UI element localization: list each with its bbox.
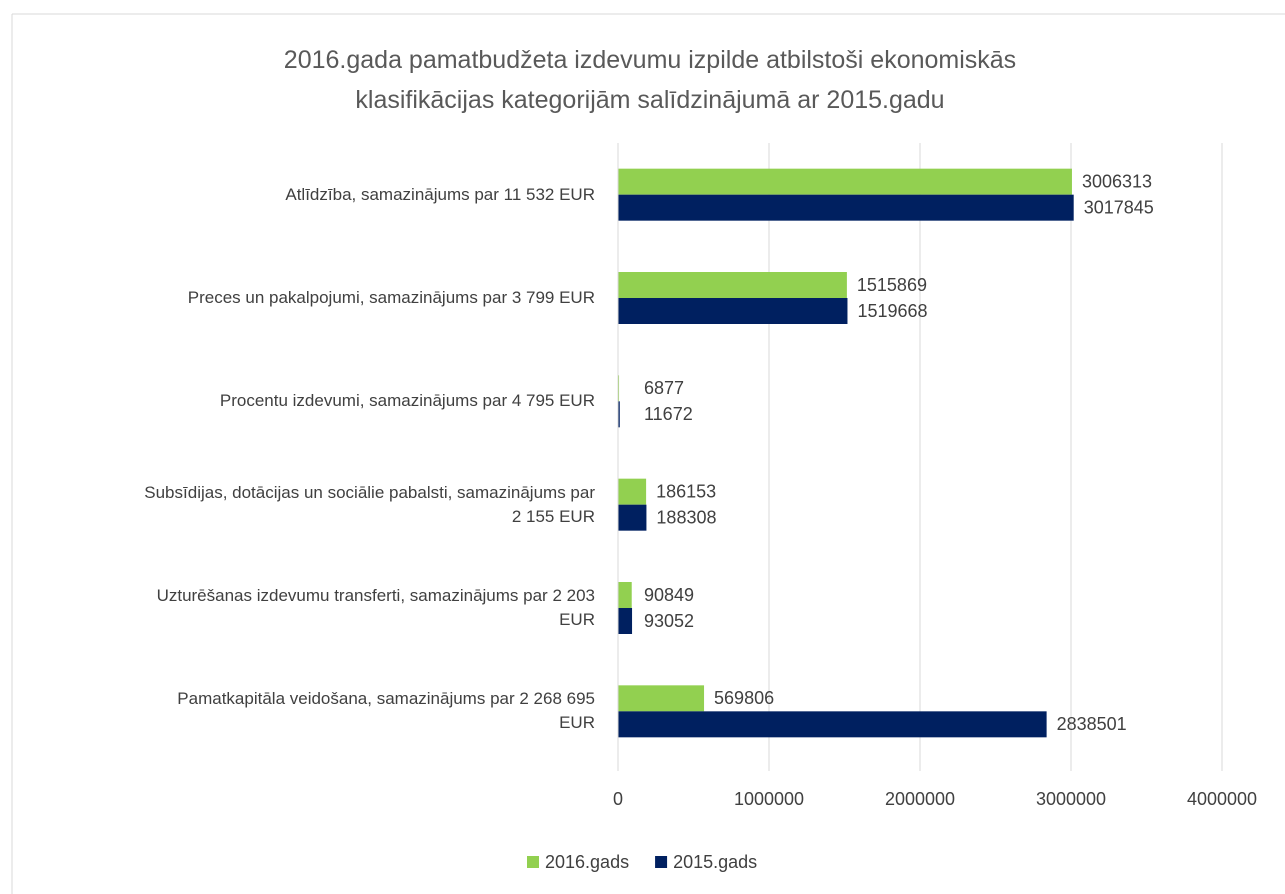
value-label: 186153 (656, 481, 716, 501)
legend-swatch (655, 856, 668, 868)
value-label: 90849 (644, 585, 694, 605)
value-label: 93052 (644, 611, 694, 631)
bar (618, 608, 633, 634)
value-label: 569806 (714, 688, 774, 708)
bar (618, 478, 647, 505)
value-label: 2838501 (1057, 714, 1127, 734)
bar (618, 272, 847, 298)
bar (618, 168, 1072, 195)
category-label: Pamatkapitāla veidošana, samazinājums pa… (177, 689, 595, 733)
x-tick-label: 2000000 (885, 789, 955, 809)
bar (618, 298, 848, 324)
x-tick-label: 3000000 (1036, 789, 1106, 809)
bar (618, 504, 647, 531)
value-label: 3006313 (1082, 171, 1152, 191)
value-label: 3017845 (1084, 197, 1154, 217)
category-label: Uzturēšanas izdevumu transferti, samazin… (156, 586, 595, 629)
legend-label: 2015.gads (673, 852, 757, 872)
value-label: 1515869 (857, 275, 927, 295)
x-tick-label: 4000000 (1187, 789, 1257, 809)
category-label: Preces un pakalpojumi, samazinājums par … (187, 288, 595, 307)
value-label: 11672 (644, 404, 693, 424)
bar (618, 401, 620, 428)
category-label: Atlīdzība, samazinājums par 11 532 EUR (285, 184, 595, 204)
chart-title: 2016.gada pamatbudžeta izdevumu izpilde … (283, 46, 1017, 114)
bar (618, 711, 1047, 738)
bar (618, 375, 620, 402)
bar (618, 685, 705, 712)
legend-swatch (527, 856, 539, 868)
x-tick-label: 0 (613, 789, 623, 809)
value-label: 6877 (644, 378, 684, 398)
category-label: Procentu izdevumi, samazinājums par 4 79… (219, 391, 595, 411)
bar (618, 194, 1074, 221)
x-tick-label: 1000000 (734, 789, 804, 809)
value-label: 188308 (656, 507, 716, 527)
value-label: 1519668 (857, 301, 927, 321)
category-label: Subsīdijas, dotācijas un sociālie pabals… (144, 482, 595, 526)
legend-label: 2016.gads (545, 852, 629, 872)
bar (618, 582, 632, 608)
